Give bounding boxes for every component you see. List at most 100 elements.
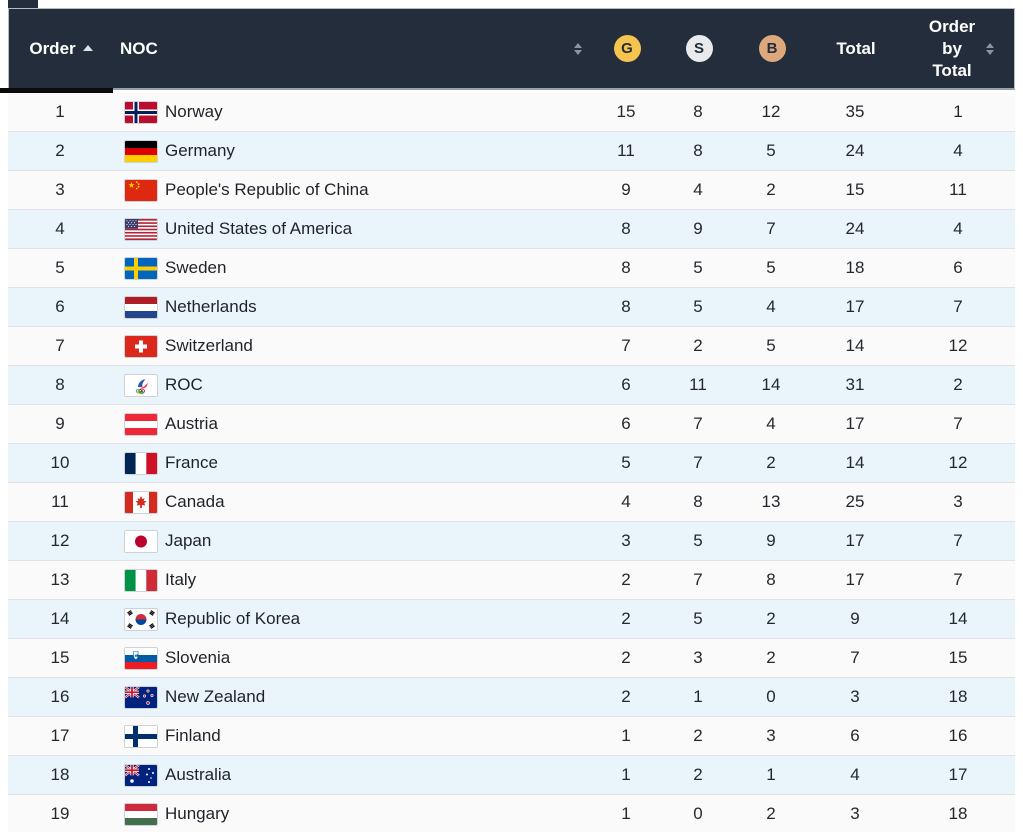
bronze-count-cell: 4 (766, 297, 776, 316)
total-count-cell: 31 (845, 375, 865, 394)
table-row: 3 People's Republic of China 9 4 2 15 11 (8, 171, 1015, 210)
gold-count-cell: 8 (621, 258, 631, 277)
order-cell: 12 (50, 531, 70, 550)
noc-cell: Japan (112, 529, 591, 553)
bronze-count-cell: 4 (766, 414, 776, 433)
noc-cell: Germany (112, 139, 591, 163)
bronze-count-cell: 5 (766, 258, 776, 277)
table-row: 18 Australia 1 2 1 4 17 (8, 756, 1015, 795)
total-count-cell: 17 (845, 570, 865, 589)
table-row: 11 Canada 4 8 13 25 3 (8, 483, 1015, 522)
germany-flag-icon (124, 139, 158, 163)
table-header-row: Order NOC G S B Total Order by Total (8, 8, 1015, 90)
noc-cell: France (112, 451, 591, 475)
total-count-cell: 4 (850, 765, 860, 784)
china-flag-icon (124, 178, 158, 202)
order-header-label: Order (29, 38, 76, 58)
total-count-cell: 3 (850, 804, 860, 823)
noc-name: Australia (165, 765, 232, 784)
order-by-total-cell: 3 (953, 492, 963, 511)
order-cell: 19 (50, 804, 70, 823)
order-cell: 5 (55, 258, 65, 277)
order-by-total-cell: 2 (953, 375, 963, 394)
total-count-cell: 18 (845, 258, 865, 277)
horizontal-scrollbar-thumb[interactable] (0, 88, 113, 93)
silver-count-cell: 2 (693, 336, 703, 355)
noc-cell: Canada (112, 490, 591, 514)
table-row: 5 Sweden 8 5 5 18 6 (8, 249, 1015, 288)
gold-count-cell: 8 (621, 297, 631, 316)
order-by-total-cell: 7 (953, 297, 963, 316)
column-header-bronze[interactable]: B (736, 9, 808, 88)
noc-name: People's Republic of China (165, 180, 369, 199)
silver-count-cell: 4 (693, 180, 703, 199)
column-header-gold[interactable]: G (592, 9, 662, 88)
table-row: 4 United States of America 8 9 7 24 4 (8, 210, 1015, 249)
total-header-label: Total (836, 38, 876, 58)
gold-count-cell: 6 (621, 414, 631, 433)
order-by-total-cell: 7 (953, 531, 963, 550)
france-flag-icon (124, 451, 158, 475)
column-header-order-by-total[interactable]: Order by Total (904, 9, 1014, 88)
gold-count-cell: 11 (617, 141, 635, 160)
bronze-count-cell: 12 (761, 102, 781, 121)
column-header-total[interactable]: Total (808, 9, 904, 88)
order-by-total-cell: 16 (948, 726, 968, 745)
total-count-cell: 14 (845, 453, 865, 472)
bronze-medal-icon: B (758, 35, 786, 62)
gold-count-cell: 1 (621, 726, 631, 745)
table-row: 14 Republic of Korea 2 5 2 9 14 (8, 600, 1015, 639)
order-cell: 6 (55, 297, 65, 316)
order-by-total-cell: 15 (948, 648, 968, 667)
order-cell: 4 (55, 219, 65, 238)
order-cell: 2 (55, 141, 65, 160)
gold-count-cell: 4 (621, 492, 631, 511)
finland-flag-icon (124, 724, 158, 748)
order-by-total-cell: 11 (949, 180, 967, 199)
noc-cell: United States of America (112, 217, 591, 241)
table-row: 13 Italy 2 7 8 17 7 (8, 561, 1015, 600)
table-row: 7 Switzerland 7 2 5 14 12 (8, 327, 1015, 366)
bronze-count-cell: 13 (761, 492, 781, 511)
order-by-total-cell: 18 (948, 804, 968, 823)
silver-medal-icon: S (685, 35, 713, 62)
bronze-count-cell: 5 (766, 141, 776, 160)
norway-flag-icon (124, 100, 158, 124)
gold-count-cell: 2 (621, 609, 631, 628)
column-header-order[interactable]: Order (9, 9, 113, 88)
sort-ascending-icon (82, 44, 93, 51)
table-row: 8 ROC 6 11 14 31 2 (8, 366, 1015, 405)
order-cell: 14 (50, 609, 70, 628)
sort-toggle-icon[interactable] (986, 42, 994, 55)
noc-cell: Hungary (112, 802, 591, 826)
order-cell: 16 (50, 687, 70, 706)
noc-name: Finland (165, 726, 221, 745)
table-corner-tab (8, 0, 38, 9)
order-cell: 3 (55, 180, 65, 199)
order-cell: 11 (51, 492, 69, 511)
noc-cell: People's Republic of China (112, 178, 591, 202)
silver-count-cell: 7 (693, 414, 703, 433)
column-header-noc[interactable]: NOC (113, 9, 592, 88)
gold-count-cell: 7 (621, 336, 631, 355)
table-body: 1 Norway 15 8 12 35 1 2 Germany 11 8 5 2… (8, 93, 1015, 832)
table-row: 9 Austria 6 7 4 17 7 (8, 405, 1015, 444)
column-header-silver[interactable]: S (662, 9, 736, 88)
silver-count-cell: 8 (693, 492, 703, 511)
noc-cell: Norway (112, 100, 591, 124)
switzerland-flag-icon (124, 334, 158, 358)
noc-name: Hungary (165, 804, 230, 823)
gold-medal-icon: G (613, 35, 641, 62)
noc-cell: ROC (112, 373, 591, 397)
sort-toggle-icon[interactable] (574, 42, 582, 55)
noc-name: Norway (165, 102, 223, 121)
bronze-count-cell: 7 (766, 219, 776, 238)
austria-flag-icon (124, 412, 158, 436)
bronze-count-cell: 2 (766, 804, 776, 823)
gold-count-cell: 8 (621, 219, 631, 238)
total-count-cell: 24 (845, 141, 865, 160)
bronze-count-cell: 8 (766, 570, 776, 589)
italy-flag-icon (124, 568, 158, 592)
order-cell: 13 (50, 570, 70, 589)
order-by-total-cell: 4 (953, 141, 963, 160)
